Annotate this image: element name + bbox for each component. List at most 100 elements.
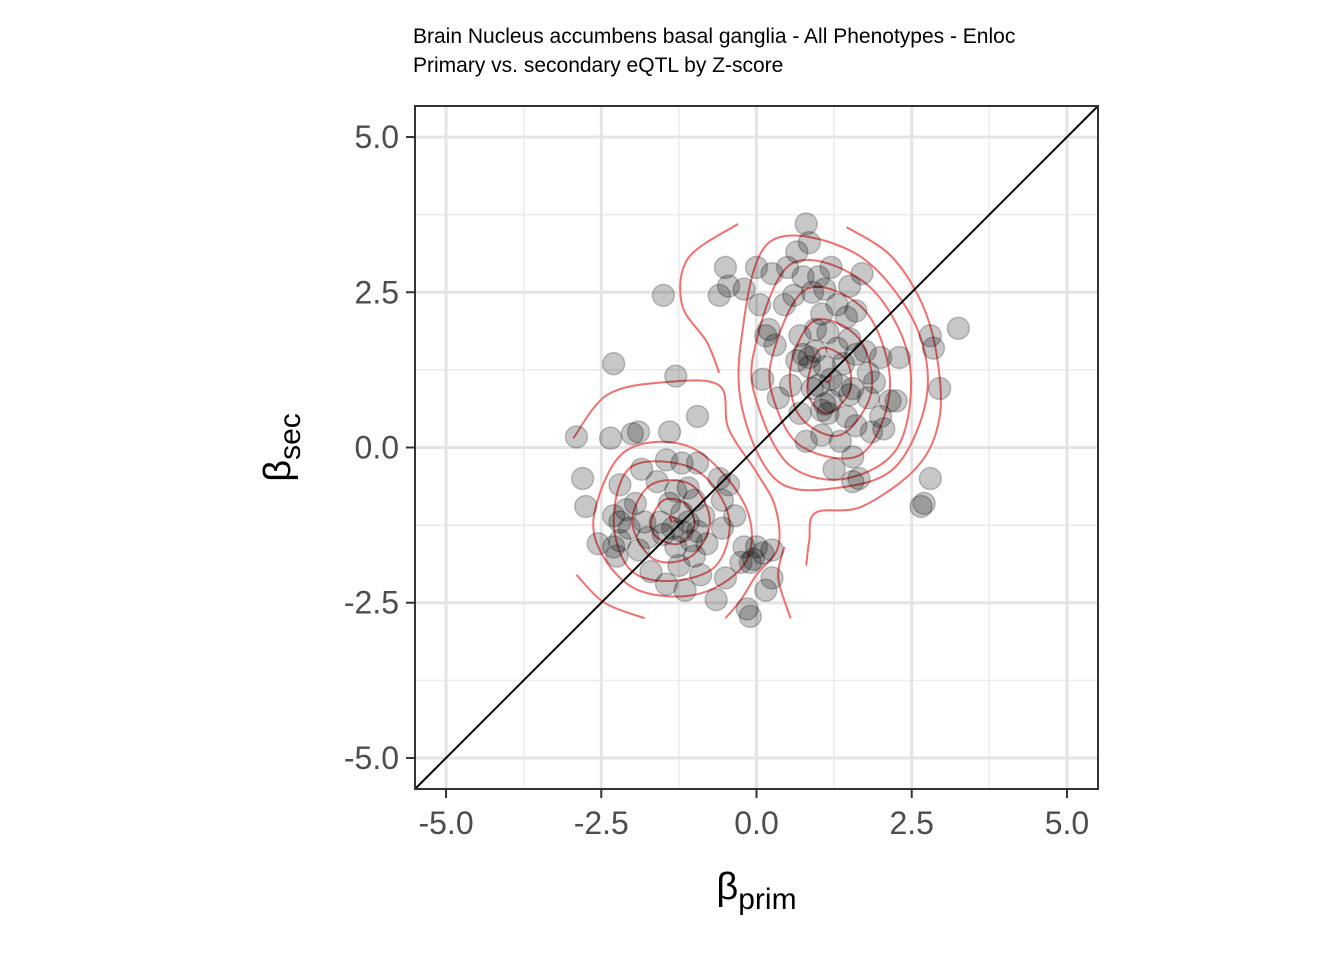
density-contour-ring <box>768 285 892 460</box>
data-point <box>608 510 632 534</box>
data-point <box>828 429 853 454</box>
data-point <box>639 559 663 584</box>
x-tick-label: -5.0 <box>418 805 473 841</box>
data-point <box>884 389 908 413</box>
data-point <box>760 566 784 590</box>
data-point <box>856 386 881 410</box>
data-point <box>806 265 831 289</box>
data-point <box>654 448 679 472</box>
data-point <box>707 466 731 491</box>
data-point <box>766 386 790 410</box>
data-point <box>614 497 638 522</box>
data-point <box>819 389 843 413</box>
data-point <box>909 494 933 519</box>
data-point <box>840 469 865 494</box>
data-point <box>868 345 893 370</box>
data-point <box>670 500 694 525</box>
y-tick-label: -2.5 <box>344 585 399 621</box>
data-point <box>778 373 803 398</box>
y-tick-label: 5.0 <box>355 119 399 155</box>
data-point <box>757 317 781 342</box>
data-point <box>651 283 676 308</box>
data-point <box>918 323 943 348</box>
data-point <box>809 302 834 326</box>
density-contour-ring <box>631 479 711 564</box>
data-point <box>601 351 626 376</box>
data-point <box>859 420 884 444</box>
data-point <box>785 240 809 264</box>
data-point <box>800 376 825 401</box>
data-point <box>735 597 759 621</box>
data-point <box>840 445 865 469</box>
data-point <box>825 292 849 317</box>
data-point <box>791 342 815 367</box>
density-contour-ring <box>592 440 753 598</box>
density-contour-ring <box>806 346 853 415</box>
data-point <box>791 265 815 289</box>
x-axis-title: βprim <box>716 866 796 916</box>
y-axis-title-symbol: β <box>257 460 299 482</box>
identity-line <box>414 105 1099 790</box>
data-point <box>797 355 822 379</box>
density-contour-outer <box>575 574 646 620</box>
data-point <box>657 491 682 516</box>
data-point <box>775 255 800 280</box>
data-point <box>844 414 868 438</box>
data-point <box>729 550 753 575</box>
data-point <box>921 336 946 360</box>
data-point <box>623 491 648 516</box>
data-point <box>809 398 834 422</box>
x-tick-label: -2.5 <box>574 805 629 841</box>
data-point <box>601 504 626 528</box>
data-point <box>825 336 849 360</box>
density-contour-ring <box>737 234 929 492</box>
data-point <box>586 531 610 556</box>
data-points <box>564 212 971 629</box>
density-contour-outer <box>679 223 739 374</box>
data-point <box>946 316 971 341</box>
data-point <box>813 355 837 379</box>
chart-subtitle: Primary vs. secondary eQTL by Z-score <box>413 54 784 77</box>
data-point <box>682 488 707 513</box>
x-axis: -5.0 -2.5 0.0 2.5 5.0 <box>418 789 1089 841</box>
data-point <box>676 510 700 534</box>
data-point <box>800 280 825 305</box>
data-point <box>738 604 763 629</box>
data-point <box>862 370 887 395</box>
data-point <box>636 525 660 550</box>
data-point <box>645 469 669 494</box>
data-point <box>772 292 797 317</box>
data-point <box>837 274 862 298</box>
x-tick-label: 2.5 <box>889 805 933 841</box>
density-contour-ring <box>788 318 874 437</box>
data-point <box>608 528 632 553</box>
data-point <box>601 535 626 559</box>
data-point <box>732 535 756 559</box>
data-point <box>760 261 784 286</box>
density-contour-outer <box>805 226 942 566</box>
data-point <box>831 351 856 376</box>
data-point <box>716 274 741 298</box>
data-point <box>847 466 871 491</box>
data-point <box>927 376 952 401</box>
data-point <box>716 473 741 497</box>
y-axis: -5.0 -2.5 0.0 2.5 5.0 <box>344 119 415 776</box>
data-point <box>670 451 694 475</box>
data-point <box>844 299 868 323</box>
data-point <box>660 516 685 540</box>
data-point <box>664 479 688 503</box>
data-point <box>837 327 862 351</box>
data-point <box>754 323 778 348</box>
data-point <box>651 522 676 547</box>
data-point <box>844 342 868 367</box>
data-point <box>710 488 735 513</box>
density-contour-ring <box>750 259 913 481</box>
data-point <box>608 473 632 497</box>
data-point <box>834 404 859 429</box>
data-point <box>747 292 772 317</box>
data-point <box>713 566 738 590</box>
data-point <box>754 578 778 603</box>
data-point <box>605 544 629 568</box>
y-tick-label: 2.5 <box>355 274 399 310</box>
